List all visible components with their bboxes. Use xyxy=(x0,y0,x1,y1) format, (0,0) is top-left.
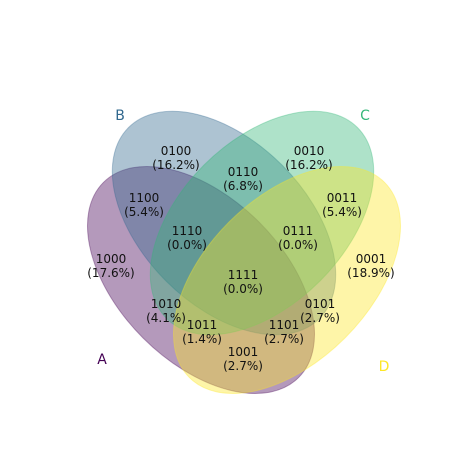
region-percent: (2.7%) xyxy=(223,359,263,373)
region-percent: (0.0%) xyxy=(278,238,318,252)
region-label-0111: 0111 (0.0%) xyxy=(278,224,318,252)
region-code: 0111 xyxy=(283,224,314,238)
region-code: 0011 xyxy=(327,191,358,205)
region-label-1110: 1110 (0.0%) xyxy=(167,224,207,252)
region-percent: (0.0%) xyxy=(167,238,207,252)
region-percent: (6.8%) xyxy=(223,179,263,193)
region-code: 1110 xyxy=(172,224,203,238)
set-ellipse-b xyxy=(111,110,337,336)
region-code: 0001 xyxy=(356,252,387,266)
region-percent: (0.0%) xyxy=(223,282,263,296)
region-percent: (17.6%) xyxy=(87,266,134,280)
region-code: 0010 xyxy=(294,144,325,158)
region-label-1011: 1011 (1.4%) xyxy=(182,318,222,346)
region-code: 0101 xyxy=(305,297,336,311)
region-percent: (16.2%) xyxy=(285,158,332,172)
region-label-0110: 0110 (6.8%) xyxy=(223,165,263,193)
region-code: 1011 xyxy=(187,318,218,332)
region-label-1111: 1111 (0.0%) xyxy=(223,268,263,296)
set-ellipse-c xyxy=(149,110,375,336)
region-code: 1001 xyxy=(228,345,259,359)
region-percent: (5.4%) xyxy=(322,205,362,219)
region-label-1001: 1001 (2.7%) xyxy=(223,345,263,373)
set-label-c: C xyxy=(360,108,370,124)
set-label-b: B xyxy=(115,108,125,124)
region-code: 0100 xyxy=(161,144,192,158)
region-code: 1000 xyxy=(96,252,127,266)
region-code: 1010 xyxy=(151,297,182,311)
region-percent: (4.1%) xyxy=(146,311,186,325)
region-percent: (2.7%) xyxy=(264,332,304,346)
region-percent: (18.9%) xyxy=(347,266,394,280)
region-label-0011: 0011 (5.4%) xyxy=(322,191,362,219)
region-percent: (5.4%) xyxy=(124,205,164,219)
set-labels: A B C D xyxy=(97,108,389,375)
region-label-0010: 0010 (16.2%) xyxy=(285,144,332,172)
region-percent: (1.4%) xyxy=(182,332,222,346)
region-label-0001: 0001 (18.9%) xyxy=(347,252,394,280)
region-percent: (16.2%) xyxy=(152,158,199,172)
region-labels: 1000 (17.6%)0100 (16.2%)0010 (16.2%)0001 (18… xyxy=(87,144,394,373)
region-label-1000: 1000 (17.6%) xyxy=(87,252,134,280)
region-label-0100: 0100 (16.2%) xyxy=(152,144,199,172)
region-code: 1100 xyxy=(129,191,160,205)
region-label-1010: 1010 (4.1%) xyxy=(146,297,186,325)
region-code: 0110 xyxy=(228,165,259,179)
set-label-a: A xyxy=(97,352,107,368)
region-code: 1111 xyxy=(228,268,259,282)
region-label-0101: 0101 (2.7%) xyxy=(300,297,340,325)
set-ellipses xyxy=(86,110,402,395)
set-ellipse-a xyxy=(86,165,316,395)
region-label-1100: 1100 (5.4%) xyxy=(124,191,164,219)
region-percent: (2.7%) xyxy=(300,311,340,325)
region-label-1101: 1101 (2.7%) xyxy=(264,318,304,346)
set-ellipse-d xyxy=(172,165,402,395)
set-label-d: D xyxy=(379,359,390,375)
region-code: 1101 xyxy=(269,318,300,332)
